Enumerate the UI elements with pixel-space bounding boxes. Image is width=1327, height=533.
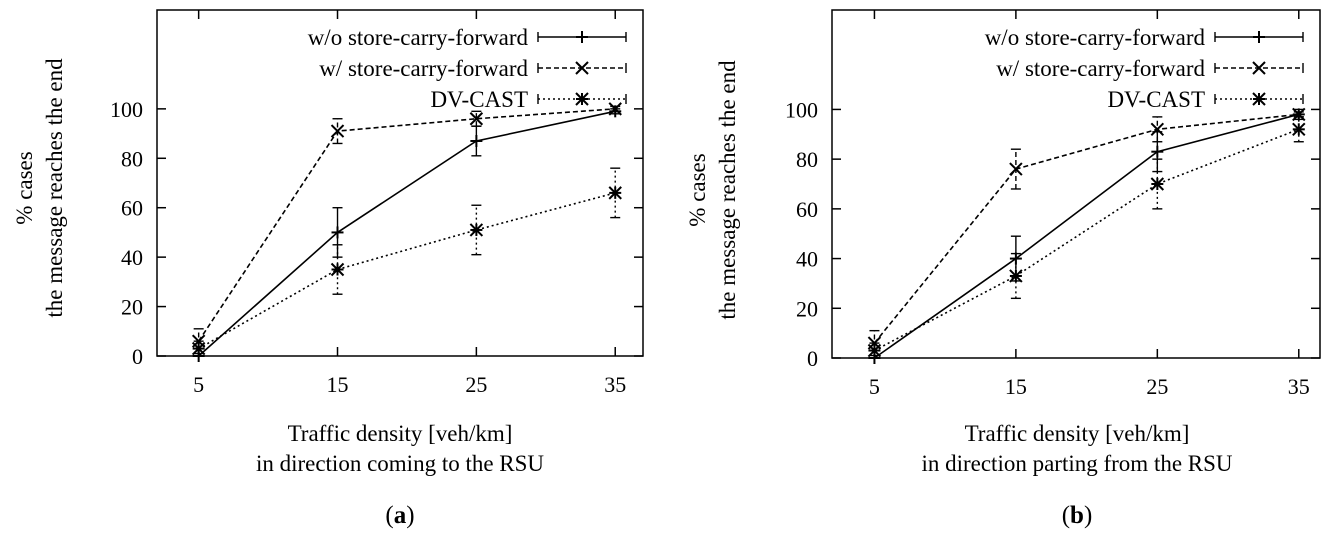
y-axis-label: the message reaches the end [715,60,740,320]
x-tick-label: 35 [604,372,626,397]
legend-marker [575,61,589,75]
x-axis-label: in direction parting from the RSU [921,451,1232,476]
data-point [1150,177,1165,191]
y-axis-label: % cases [12,151,37,224]
data-point [469,223,484,237]
y-tick-label: 100 [785,97,818,122]
y-tick-label: 20 [796,296,818,321]
x-axis-label: Traffic density [veh/km] [965,421,1190,446]
legend-label: DV-CAST [430,87,528,112]
data-point [470,134,483,147]
panel-letter: b [1070,502,1084,529]
legend: w/o store-carry-forward w/ store-carry-fo… [308,25,627,112]
y-tick-label: 40 [121,245,143,270]
error-bar [332,244,343,295]
y-tick-label: 20 [121,295,143,320]
data-point [608,186,622,200]
y-tick-label: 40 [796,247,818,272]
data-point [1009,162,1023,176]
data-point [1292,107,1306,122]
error-bar [1293,116,1304,143]
data-point [1150,122,1165,137]
series-line [873,113,1299,344]
data-point [1009,269,1023,283]
y-tick-label: 80 [796,147,818,172]
data-point [608,102,622,116]
data-point [330,124,345,138]
legend-marker [1253,31,1265,43]
series-plus [192,105,622,362]
series-star [191,167,622,357]
legend-marker [1252,61,1266,75]
error-bar [869,342,880,359]
error-bar [1152,158,1163,210]
x-axis-label: Traffic density [veh/km] [288,421,513,446]
data-point [331,226,344,239]
y-tick-label: 0 [807,346,818,371]
legend-label: w/o store-carry-forward [985,25,1206,50]
chart-panel-a: 0 20 40 60 80 100 5 15 25 35 % cases the message re… [12,9,644,529]
data-point [1151,145,1164,158]
series-star [867,116,1306,359]
x-tick-label: 15 [1005,374,1027,399]
data-point [867,343,882,358]
legend-label: w/o store-carry-forward [308,25,529,50]
plot-frame [156,9,644,357]
legend-marker [1252,92,1266,106]
x-axis-label: in direction coming to the RSU [256,451,544,476]
x-tick-label: 5 [869,374,880,399]
data-point [469,112,484,126]
series-line [874,128,1300,352]
chart-panel-b: 0 20 40 60 80 100 5 15 25 35 % cases the message re… [685,9,1321,529]
error-bar [471,204,482,256]
series-line [873,113,1299,359]
error-bar [1010,252,1021,300]
error-bar [610,167,621,219]
y-tick-label: 80 [121,146,143,171]
series-x [191,102,622,355]
plot-frame [831,9,1321,359]
y-tick-label: 0 [132,344,143,369]
legend-marker [575,92,589,106]
error-bar [193,340,204,357]
series-line [198,192,616,350]
data-point [191,341,206,356]
series-line [198,110,616,357]
x-tick-label: 35 [1288,374,1310,399]
data-point [1292,122,1306,137]
y-axis-label: the message reaches the end [42,58,67,318]
y-tick-label: 100 [110,97,143,122]
y-tick-label: 60 [796,197,818,222]
error-bar [471,110,482,127]
legend: w/o store-carry-forward w/ store-carry-fo… [985,25,1304,112]
series-line [197,108,616,342]
y-tick-label: 60 [121,196,143,221]
legend-label: w/ store-carry-forward [319,56,528,81]
panel-label: (b) [1062,502,1093,529]
data-point [330,262,345,277]
legend-label: w/ store-carry-forward [996,56,1205,81]
panel-label: (a) [385,502,414,529]
y-axis-label: % cases [685,153,710,226]
legend-label: DV-CAST [1107,87,1205,112]
x-tick-label: 15 [327,372,349,397]
series-plus [868,108,1305,364]
legend-marker [576,31,588,43]
x-tick-label: 5 [193,372,204,397]
x-tick-label: 25 [1146,374,1168,399]
panel-letter: a [394,502,407,529]
series-x [867,107,1306,357]
x-tick-label: 25 [465,372,487,397]
